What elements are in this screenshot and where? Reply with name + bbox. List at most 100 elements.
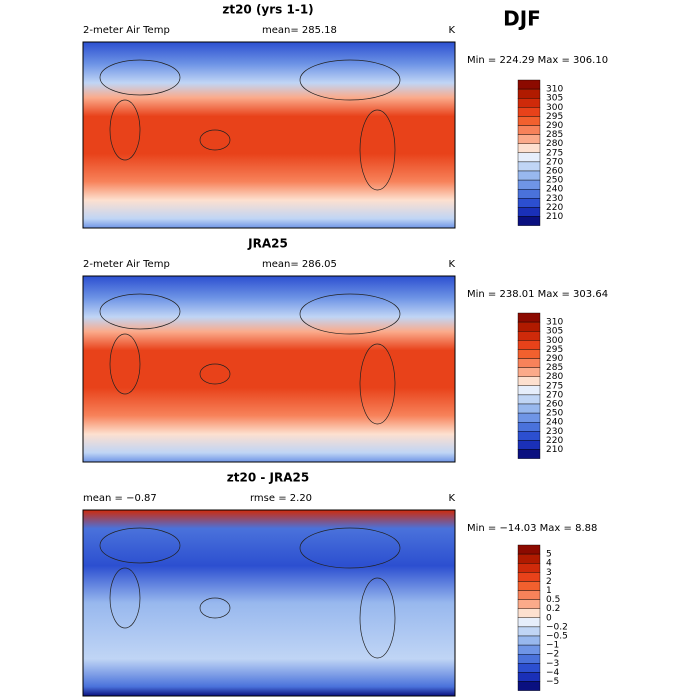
- colorbar-box: [517, 116, 541, 126]
- colorbar-box: [517, 376, 541, 387]
- colorbar-label: −2: [546, 650, 559, 660]
- colorbar-box: [517, 125, 541, 135]
- panels: zt20 (yrs 1-1) 2-meter Air Temp mean= 285.…: [82, 3, 608, 697]
- colorbar-box: [517, 626, 541, 637]
- coastline: [359, 109, 396, 191]
- colorbar-box: [517, 449, 541, 459]
- coastlines: [99, 527, 401, 659]
- colorbar-box: [517, 403, 541, 414]
- season-label: DJF: [503, 7, 541, 31]
- colorbar-label: −1: [546, 641, 559, 651]
- colorbar-label: 1: [546, 586, 552, 596]
- colorbar-label: 250: [546, 409, 563, 419]
- colorbar-label: 230: [546, 427, 563, 437]
- left-label: 2-meter Air Temp: [83, 25, 170, 36]
- colorbar-label: 295: [546, 112, 563, 122]
- coastline: [109, 567, 141, 629]
- coastline: [99, 527, 181, 564]
- colorbar-box: [517, 179, 541, 190]
- coastlines: [99, 59, 401, 191]
- colorbar-label: 295: [546, 345, 563, 355]
- colorbar-label: 310: [546, 85, 563, 95]
- colorbar-label: 280: [546, 139, 563, 149]
- colorbar-label: −5: [546, 677, 559, 687]
- panel-title: zt20 - JRA25: [227, 471, 309, 485]
- colorbar-box: [517, 170, 541, 181]
- panel-title: zt20 (yrs 1-1): [222, 3, 313, 17]
- colorbar-label: 270: [546, 390, 563, 400]
- colorbar-label: 290: [546, 121, 563, 131]
- map: [82, 509, 456, 697]
- colorbar-label: 210: [546, 212, 563, 222]
- colorbar-label: 220: [546, 203, 563, 213]
- colorbar-box: [517, 544, 541, 555]
- colorbar-box: [517, 216, 541, 226]
- coastline: [109, 99, 141, 161]
- colorbar-label: 275: [546, 148, 563, 158]
- coastline: [299, 59, 401, 101]
- coastline: [199, 363, 231, 385]
- colorbar-label: 0.5: [546, 595, 560, 605]
- colorbar-label: 0.2: [546, 604, 560, 614]
- colorbar-box: [517, 412, 541, 423]
- colorbar-box: [517, 394, 541, 405]
- center-label: rmse = 2.20: [250, 493, 312, 504]
- colorbar-box: [517, 340, 541, 350]
- colorbar-label: 210: [546, 445, 563, 455]
- center-label: mean= 286.05: [262, 259, 337, 270]
- colorbar-box: [517, 198, 541, 208]
- colorbar-label: 5: [546, 550, 552, 560]
- map: [82, 41, 456, 229]
- colorbar-box: [517, 599, 541, 609]
- colorbar-box: [517, 79, 541, 90]
- colorbar-label: 260: [546, 167, 563, 177]
- range-label: Min = −14.03 Max = 8.88: [467, 523, 597, 534]
- colorbar-label: 300: [546, 336, 563, 346]
- range-label: Min = 238.01 Max = 303.64: [467, 289, 608, 300]
- colorbar-box: [517, 207, 541, 217]
- colorbar-box: [517, 152, 541, 163]
- colorbar-label: 285: [546, 130, 563, 140]
- colorbar-label: −4: [546, 668, 560, 678]
- colorbar-box: [517, 590, 541, 600]
- colorbar-label: 275: [546, 381, 563, 391]
- range-label: Min = 224.29 Max = 306.10: [467, 55, 608, 66]
- colorbar-label: 290: [546, 354, 563, 364]
- colorbar-box: [517, 312, 541, 323]
- center-label: mean= 285.18: [262, 25, 337, 36]
- colorbar-label: 240: [546, 418, 563, 428]
- colorbar-label: 240: [546, 185, 563, 195]
- map: [82, 275, 456, 463]
- coastline: [299, 527, 401, 569]
- coastlines: [99, 293, 401, 425]
- colorbar-box: [517, 188, 541, 199]
- colorbar-label: 4: [546, 559, 552, 569]
- colorbar-box: [517, 88, 541, 99]
- colorbar-box: [517, 143, 541, 153]
- units-label: K: [448, 259, 455, 270]
- colorbar-box: [517, 431, 541, 441]
- units-label: K: [448, 25, 455, 36]
- colorbar-label: 2: [546, 577, 552, 587]
- colorbar-label: 285: [546, 363, 563, 373]
- coastline: [99, 293, 181, 330]
- colorbar-label: 310: [546, 318, 563, 328]
- colorbar-box: [517, 161, 541, 172]
- colorbar-box: [517, 608, 541, 619]
- colorbar-box: [517, 440, 541, 450]
- coastline: [199, 129, 231, 151]
- coastline: [359, 343, 396, 425]
- colorbar-label: 260: [546, 400, 563, 410]
- colorbar-label: 305: [546, 327, 563, 337]
- coastline: [99, 59, 181, 96]
- colorbar-box: [517, 385, 541, 396]
- colorbar-label: 270: [546, 157, 563, 167]
- colorbar-box: [517, 681, 541, 691]
- left-label: 2-meter Air Temp: [83, 259, 170, 270]
- left-label: mean = −0.87: [83, 493, 157, 504]
- colorbar-box: [517, 553, 541, 564]
- colorbar-box: [517, 367, 541, 377]
- coastline: [109, 333, 141, 395]
- colorbar-box: [517, 644, 541, 655]
